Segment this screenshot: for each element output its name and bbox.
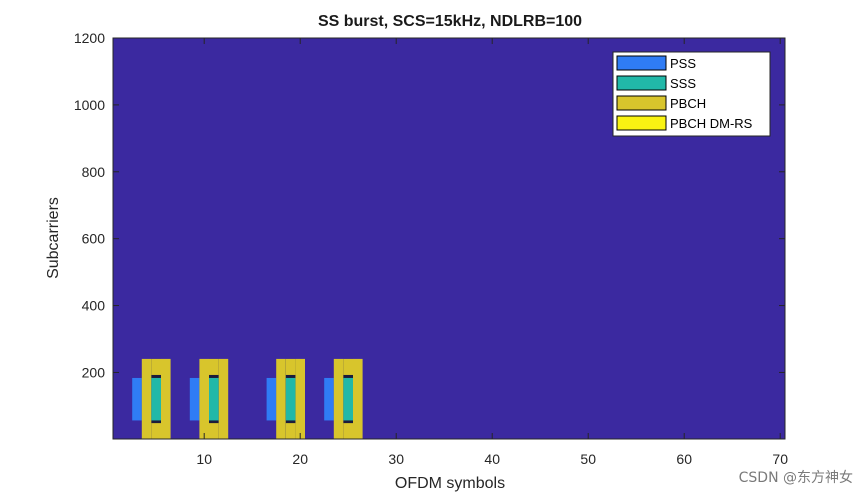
- legend-label: PBCH: [670, 96, 706, 111]
- pbch-cell: [209, 423, 219, 440]
- pss-cell: [324, 377, 334, 421]
- pbch-cell: [295, 358, 305, 440]
- pbch-cell: [151, 423, 161, 440]
- legend: PSS SSS PBCH PBCH DM-RS: [612, 51, 771, 137]
- x-tick-label: 60: [676, 451, 692, 467]
- legend-swatch: [616, 75, 667, 91]
- y-tick-label: 600: [82, 231, 106, 247]
- ssb-block: [324, 358, 363, 440]
- x-tick-label: 50: [580, 451, 596, 467]
- pbch-cell: [209, 358, 219, 375]
- pbch-cell: [285, 358, 296, 375]
- pbch-cell: [343, 423, 353, 440]
- sss-cell: [151, 377, 161, 421]
- y-tick-label: 1200: [74, 30, 105, 46]
- axis-ticks: 10 20 30 40 50 60 70 200 400 600 800 1000 1200: [74, 30, 788, 467]
- pbch-cell: [141, 358, 152, 440]
- pbch-cell: [333, 358, 344, 440]
- pbch-cell: [161, 358, 171, 440]
- legend-swatch: [616, 115, 667, 131]
- ssb-block: [266, 358, 305, 440]
- legend-entry: PSS: [616, 55, 696, 71]
- watermark: CSDN @东方神女: [739, 469, 853, 486]
- sss-cell: [285, 377, 296, 421]
- legend-label: PBCH DM-RS: [670, 116, 753, 131]
- x-tick-label: 70: [772, 451, 788, 467]
- legend-swatch: [616, 95, 667, 111]
- legend-label: PSS: [670, 56, 696, 71]
- pbch-cell: [343, 358, 353, 375]
- legend-entry: PBCH: [616, 95, 706, 111]
- y-tick-label: 400: [82, 298, 106, 314]
- ssb-block: [189, 358, 229, 440]
- legend-entry: PBCH DM-RS: [616, 115, 753, 131]
- pbch-cell: [353, 358, 363, 440]
- x-tick-label: 10: [196, 451, 212, 467]
- pss-cell: [132, 377, 142, 421]
- x-tick-label: 20: [292, 451, 308, 467]
- y-axis-label: Subcarriers: [45, 197, 62, 279]
- y-tick-label: 1000: [74, 97, 105, 113]
- ssb-blocks: [132, 358, 363, 440]
- pbch-cell: [285, 423, 296, 440]
- chart-title: SS burst, SCS=15kHz, NDLRB=100: [318, 13, 582, 30]
- x-tick-label: 30: [388, 451, 404, 467]
- pbch-cell: [151, 358, 161, 375]
- pss-cell: [189, 377, 200, 421]
- pbch-cell: [199, 358, 209, 440]
- y-tick-label: 800: [82, 164, 106, 180]
- sss-cell: [343, 377, 353, 421]
- legend-swatch: [616, 55, 667, 71]
- sss-cell: [209, 377, 219, 421]
- pss-cell: [266, 377, 277, 421]
- legend-entry: SSS: [616, 75, 696, 91]
- x-tick-label: 40: [484, 451, 500, 467]
- ssb-block: [132, 358, 171, 440]
- x-axis-label: OFDM symbols: [395, 475, 505, 492]
- legend-label: SSS: [670, 76, 696, 91]
- pbch-cell: [276, 358, 286, 440]
- y-tick-label: 200: [82, 364, 106, 380]
- pbch-cell: [218, 358, 229, 440]
